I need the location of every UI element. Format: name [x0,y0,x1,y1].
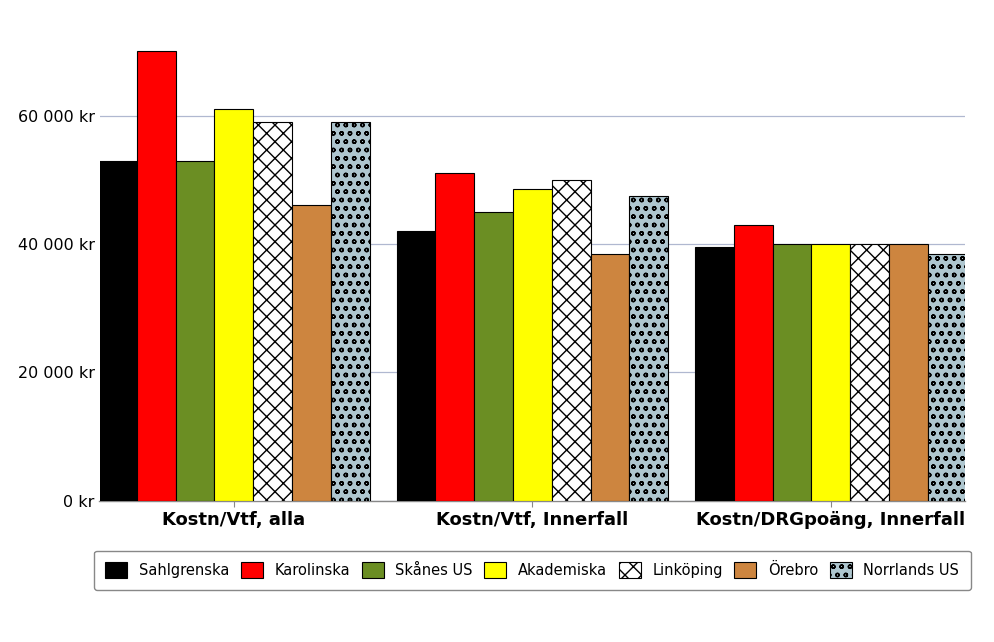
Bar [694,247,733,501]
Bar [551,180,589,501]
Bar [330,122,370,501]
Bar [926,254,965,501]
Bar [175,160,214,501]
Bar [849,244,888,501]
Bar [733,225,772,501]
Bar [435,173,473,501]
Bar [396,231,435,501]
Bar [513,189,551,501]
Bar [252,122,292,501]
Legend: Sahlgrenska, Karolinska, Skånes US, Akademiska, Linköping, Örebro, Norrlands US: Sahlgrenska, Karolinska, Skånes US, Akad… [93,551,970,590]
Bar [888,244,926,501]
Bar [292,205,330,501]
Bar [214,109,252,501]
Bar [629,196,668,501]
Bar [473,212,513,501]
Bar [810,244,849,501]
Bar [97,160,137,501]
Bar [590,254,629,501]
Bar [771,244,810,501]
Bar [136,51,175,501]
